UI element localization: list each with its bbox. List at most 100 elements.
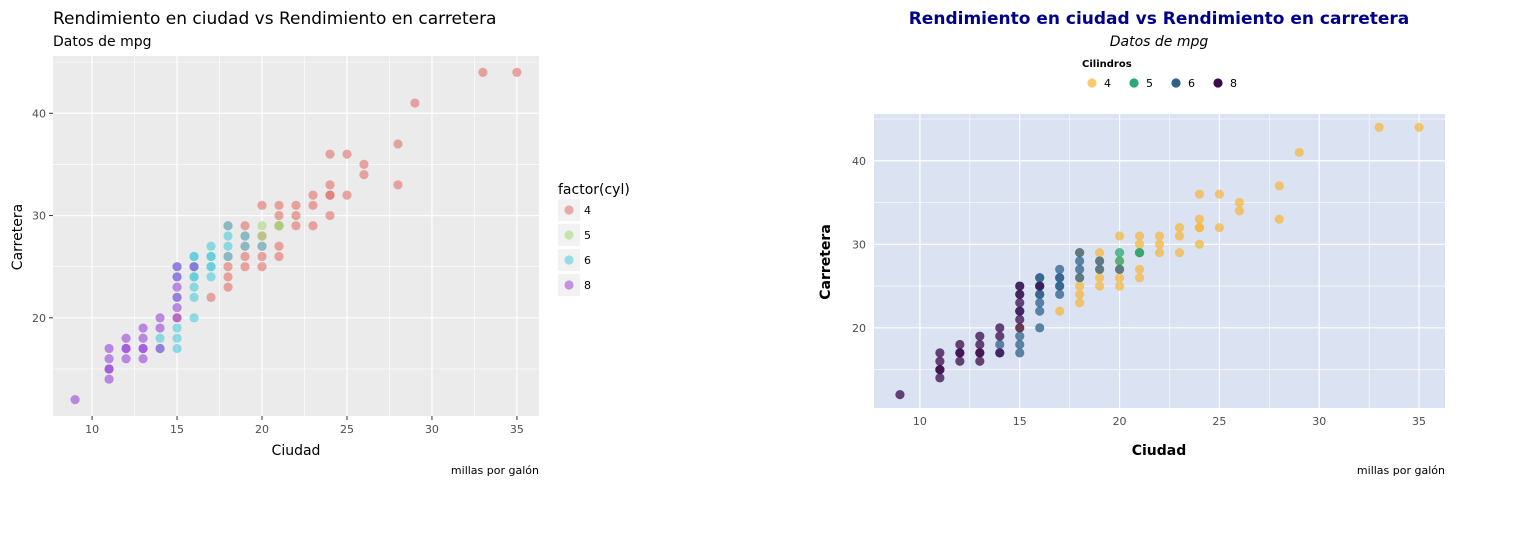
point-cyl-8 bbox=[935, 364, 945, 375]
point-cyl-4 bbox=[1134, 239, 1145, 249]
point-cyl-4 bbox=[478, 67, 488, 77]
point-cyl-6 bbox=[1055, 281, 1065, 291]
point-cyl-4 bbox=[393, 180, 403, 190]
chart-1: Rendimiento en ciudad vs Rendimiento en … bbox=[10, 9, 630, 477]
point-cyl-5 bbox=[1114, 256, 1125, 266]
point-cyl-4 bbox=[291, 210, 301, 221]
point-cyl-8 bbox=[1035, 281, 1045, 291]
point-cyl-5 bbox=[1134, 248, 1145, 258]
point-cyl-6 bbox=[1095, 256, 1105, 266]
point-cyl-4 bbox=[325, 180, 335, 190]
point-cyl-8 bbox=[172, 272, 182, 282]
point-cyl-4 bbox=[1174, 222, 1185, 233]
point-cyl-4 bbox=[1234, 206, 1244, 216]
point-cyl-8 bbox=[138, 343, 148, 354]
point-cyl-8 bbox=[995, 323, 1005, 333]
point-cyl-8 bbox=[935, 348, 945, 358]
point-cyl-6 bbox=[240, 241, 250, 251]
point-cyl-4 bbox=[1114, 273, 1125, 283]
point-cyl-4 bbox=[325, 190, 335, 200]
point-cyl-6 bbox=[1015, 348, 1025, 358]
y-tick-label: 30 bbox=[852, 238, 866, 251]
point-cyl-4 bbox=[291, 221, 301, 231]
point-cyl-8 bbox=[155, 323, 165, 333]
legend-label: 6 bbox=[584, 254, 591, 267]
point-cyl-6 bbox=[206, 241, 216, 251]
point-cyl-8 bbox=[104, 374, 114, 384]
point-cyl-6 bbox=[257, 241, 267, 251]
point-cyl-8 bbox=[955, 339, 965, 350]
point-cyl-4 bbox=[274, 251, 284, 262]
point-cyl-8 bbox=[172, 282, 182, 292]
point-cyl-6 bbox=[206, 262, 216, 272]
x-tick-label: 20 bbox=[1113, 415, 1127, 428]
x-tick-label: 25 bbox=[340, 423, 354, 436]
point-cyl-5 bbox=[257, 231, 267, 241]
point-cyl-6 bbox=[172, 333, 182, 343]
y-tick-label: 20 bbox=[32, 312, 46, 325]
point-cyl-8 bbox=[1015, 314, 1025, 325]
point-cyl-8 bbox=[1015, 281, 1025, 291]
chart-1-legend: factor(cyl) 4 5 6 8 bbox=[558, 182, 630, 296]
point-cyl-6 bbox=[172, 343, 182, 354]
x-tick-label: 10 bbox=[913, 415, 927, 428]
point-cyl-6 bbox=[1035, 306, 1045, 316]
point-cyl-4 bbox=[1174, 248, 1185, 258]
point-cyl-6 bbox=[206, 251, 216, 262]
point-cyl-4 bbox=[308, 190, 318, 200]
point-cyl-6 bbox=[1055, 289, 1065, 300]
point-cyl-6 bbox=[223, 231, 233, 241]
point-cyl-6 bbox=[223, 241, 233, 251]
point-cyl-8 bbox=[935, 356, 945, 366]
chart-1-panel-background bbox=[53, 56, 539, 416]
legend-key-4 bbox=[1087, 78, 1097, 88]
point-cyl-6 bbox=[1114, 264, 1125, 274]
point-cyl-4 bbox=[359, 170, 369, 180]
point-cyl-4 bbox=[274, 241, 284, 251]
y-tick-label: 40 bbox=[852, 155, 866, 168]
point-cyl-8 bbox=[121, 343, 131, 354]
point-cyl-8 bbox=[172, 302, 182, 313]
point-cyl-6 bbox=[240, 231, 250, 241]
chart-1-caption: millas por galón bbox=[451, 464, 539, 477]
legend-key-6 bbox=[564, 255, 574, 265]
point-cyl-4 bbox=[1055, 306, 1065, 316]
point-cyl-8 bbox=[1015, 323, 1025, 333]
point-cyl-6 bbox=[223, 251, 233, 262]
chart-2-ylabel: Carretera bbox=[818, 224, 834, 300]
point-cyl-8 bbox=[189, 262, 199, 272]
point-cyl-4 bbox=[1075, 298, 1085, 308]
point-cyl-4 bbox=[291, 200, 301, 210]
chart-2-xlabel: Ciudad bbox=[1132, 443, 1187, 459]
chart-1-title: Rendimiento en ciudad vs Rendimiento en … bbox=[53, 9, 496, 29]
legend-label: 5 bbox=[1146, 77, 1153, 90]
point-cyl-4 bbox=[1075, 289, 1085, 300]
point-cyl-8 bbox=[138, 354, 148, 364]
point-cyl-4 bbox=[1134, 264, 1145, 274]
point-cyl-4 bbox=[274, 210, 284, 221]
point-cyl-8 bbox=[955, 356, 965, 366]
x-tick-label: 15 bbox=[170, 423, 184, 436]
point-cyl-8 bbox=[995, 348, 1005, 358]
point-cyl-6 bbox=[206, 272, 216, 282]
point-cyl-8 bbox=[104, 354, 114, 364]
legend-key-6 bbox=[1171, 78, 1181, 88]
point-cyl-4 bbox=[1194, 189, 1205, 199]
point-cyl-4 bbox=[1095, 248, 1105, 258]
legend-label: 8 bbox=[584, 279, 591, 292]
point-cyl-4 bbox=[257, 251, 267, 262]
point-cyl-8 bbox=[955, 348, 965, 358]
point-cyl-8 bbox=[895, 390, 905, 400]
point-cyl-4 bbox=[1114, 231, 1125, 241]
point-cyl-4 bbox=[308, 221, 318, 231]
point-cyl-4 bbox=[274, 200, 284, 210]
point-cyl-8 bbox=[1015, 298, 1025, 308]
point-cyl-8 bbox=[121, 333, 131, 343]
point-cyl-4 bbox=[359, 159, 369, 170]
point-cyl-6 bbox=[172, 323, 182, 333]
point-cyl-6 bbox=[189, 282, 199, 292]
point-cyl-4 bbox=[1194, 222, 1205, 233]
chart-2-legend-title: Cilindros bbox=[1082, 59, 1132, 70]
legend-key-4 bbox=[564, 205, 574, 215]
point-cyl-6 bbox=[1055, 264, 1065, 274]
